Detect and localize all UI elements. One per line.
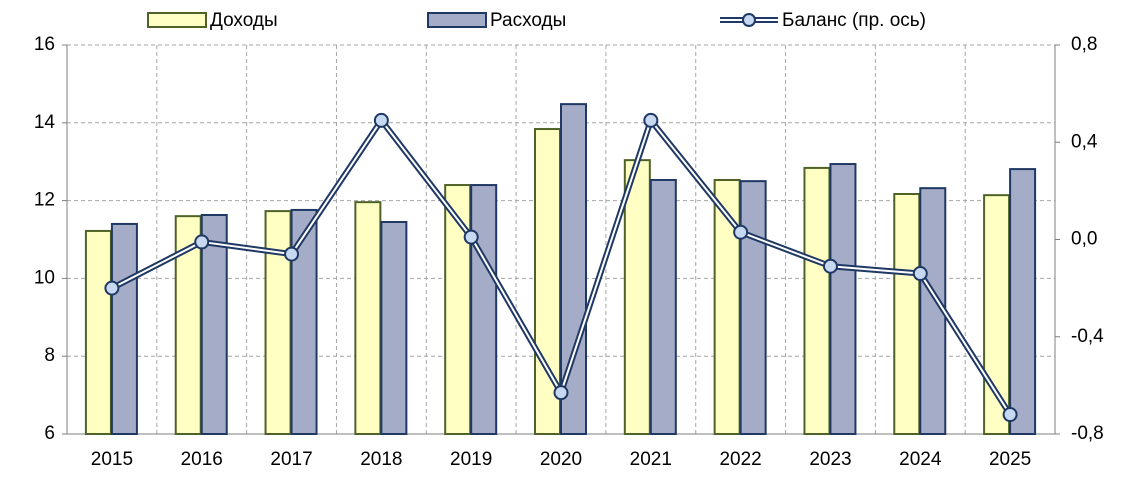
x-tick-label: 2020: [540, 449, 582, 470]
legend-swatch: [427, 12, 487, 28]
bar: [739, 180, 767, 435]
x-tick-label: 2021: [630, 449, 672, 470]
x-tick-label: 2022: [719, 449, 761, 470]
bar: [110, 222, 138, 435]
bar: [829, 163, 857, 435]
legend-label: Баланс (пр. ось): [782, 10, 926, 31]
y-tick-label: 16: [34, 34, 55, 55]
x-tick-label: 2025: [989, 449, 1031, 470]
y-tick-label: 8: [44, 345, 55, 366]
line-marker: [194, 234, 210, 250]
line-marker: [553, 385, 569, 401]
y2-tick-label: 0,8: [1071, 34, 1097, 55]
line-marker: [1002, 407, 1018, 423]
line-marker: [104, 280, 120, 296]
line-marker: [463, 229, 479, 245]
y2-tick-label: -0,4: [1071, 326, 1104, 347]
x-tick-label: 2024: [899, 449, 942, 470]
line-marker: [643, 112, 659, 128]
bar: [893, 192, 921, 435]
line-marker: [822, 258, 838, 274]
bar: [803, 166, 831, 435]
y-tick-label: 14: [34, 112, 56, 133]
y2-tick-label: -0,8: [1071, 423, 1104, 444]
bar: [200, 213, 228, 435]
bar: [560, 103, 587, 436]
line-marker: [733, 224, 749, 240]
y2-tick-label: 0,4: [1071, 131, 1098, 152]
y-tick-label: 10: [34, 267, 55, 288]
x-tick-label: 2018: [360, 449, 402, 470]
line-marker: [284, 246, 300, 262]
legend-label: Доходы: [210, 10, 278, 31]
x-tick-label: 2015: [91, 449, 133, 470]
x-tick-label: 2017: [270, 449, 312, 470]
legend-swatch: [147, 12, 207, 28]
bar: [1009, 168, 1037, 435]
bar: [380, 220, 408, 435]
legend-marker: [742, 13, 756, 27]
line-marker: [912, 266, 928, 282]
legend-label: Расходы: [490, 10, 566, 31]
y-tick-label: 12: [34, 190, 55, 211]
y2-tick-label: 0,0: [1071, 229, 1097, 250]
bar: [264, 210, 292, 435]
bar: [623, 159, 651, 435]
bar: [470, 184, 498, 435]
bar: [84, 229, 112, 435]
x-tick-label: 2023: [809, 449, 851, 470]
bar: [649, 178, 677, 435]
line-marker: [373, 112, 389, 128]
x-tick-label: 2016: [181, 449, 223, 470]
y-tick-label: 6: [44, 423, 55, 444]
bar: [354, 201, 382, 435]
x-tick-label: 2019: [450, 449, 492, 470]
